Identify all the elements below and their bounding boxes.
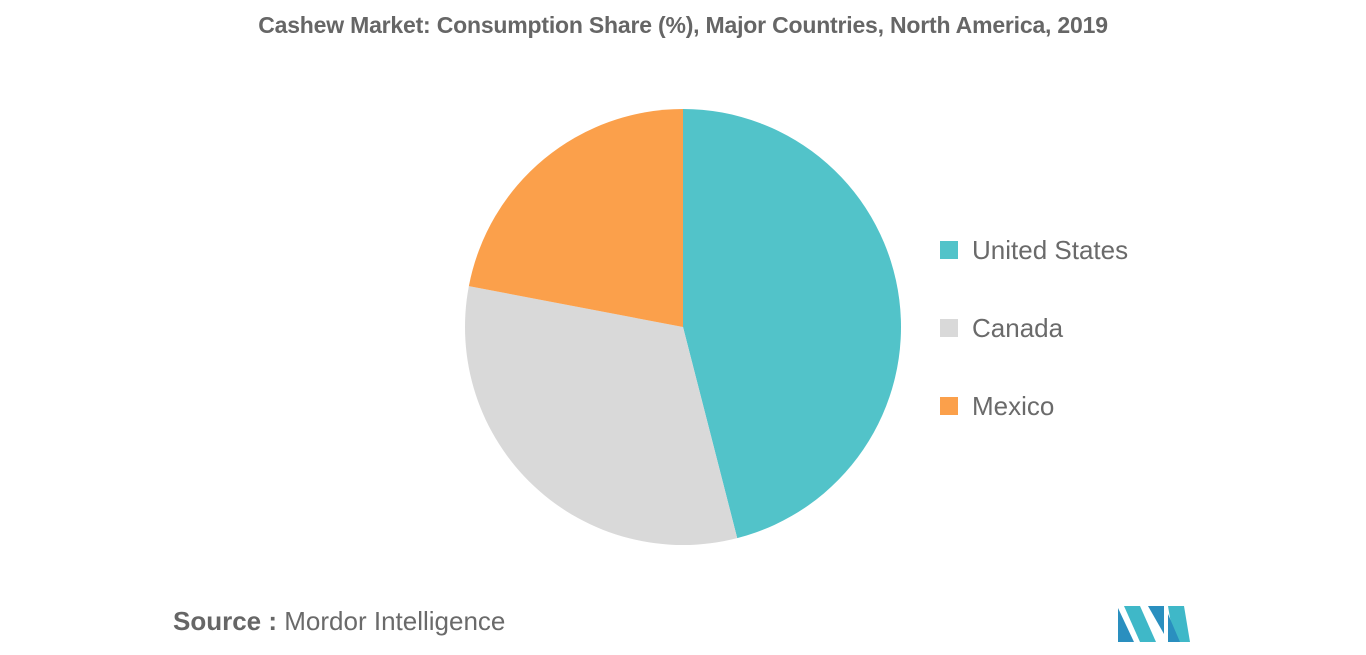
- pie-slice-mexico: [468, 109, 683, 327]
- pie-slice-canada: [464, 286, 738, 545]
- legend-swatch: [940, 397, 958, 415]
- legend-label: United States: [972, 234, 1129, 265]
- legend-item-mexico: Mexico: [940, 388, 1128, 424]
- mordor-intelligence-logo-icon: [1118, 606, 1190, 642]
- legend-label: Mexico: [972, 390, 1055, 421]
- legend-item-canada: Canada: [940, 310, 1128, 346]
- source-text: Mordor Intelligence: [284, 606, 506, 636]
- legend-label: Canada: [972, 312, 1064, 343]
- legend-item-united-states: United States: [940, 232, 1128, 268]
- source-prefix: Source :: [173, 606, 278, 636]
- chart-title: Cashew Market: Consumption Share (%), Ma…: [258, 12, 1108, 38]
- legend-swatch: [940, 319, 958, 337]
- chart-legend: United States Canada Mexico: [940, 232, 1128, 466]
- pie-slice-united-states: [683, 109, 901, 539]
- source-note: Source : Mordor Intelligence: [173, 606, 505, 637]
- legend-swatch: [940, 241, 958, 259]
